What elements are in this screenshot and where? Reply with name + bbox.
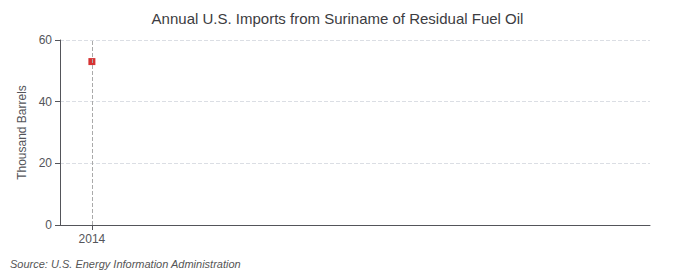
svg-text:20: 20: [39, 156, 53, 170]
svg-text:0: 0: [45, 218, 52, 232]
svg-text:Thousand Barrels: Thousand Barrels: [15, 85, 29, 180]
svg-text:Annual U.S. Imports from Surin: Annual U.S. Imports from Suriname of Res…: [152, 10, 524, 27]
svg-text:2014: 2014: [79, 232, 106, 246]
svg-text:Source: U.S. Energy Informatio: Source: U.S. Energy Information Administ…: [10, 258, 241, 270]
svg-text:60: 60: [39, 33, 53, 47]
svg-text:40: 40: [39, 95, 53, 109]
